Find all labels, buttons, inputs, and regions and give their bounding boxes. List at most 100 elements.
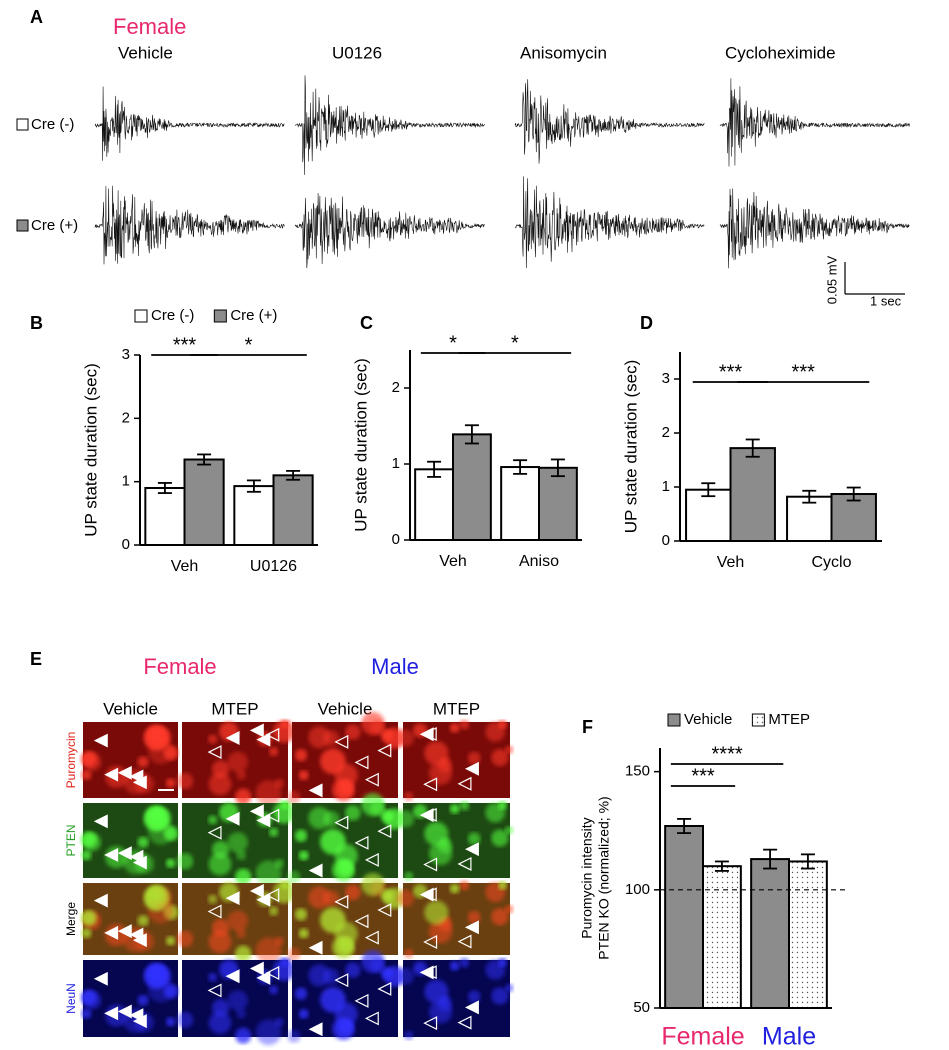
cell <box>424 821 449 846</box>
significance-label: **** <box>712 743 743 765</box>
y-tick-label: 100 <box>625 881 650 898</box>
cell <box>211 840 230 859</box>
cell <box>236 928 247 939</box>
x-tick-label: Aniso <box>519 553 559 570</box>
legend-label: MTEP <box>768 711 810 728</box>
error-bar <box>246 479 261 493</box>
arrowhead <box>464 1000 479 1015</box>
cell <box>491 908 509 926</box>
bar <box>144 487 186 546</box>
arrowhead <box>419 965 434 980</box>
row-label: Puromycin <box>64 732 78 789</box>
cell <box>298 928 309 939</box>
legend-label: Cre (+) <box>230 307 277 324</box>
trace <box>94 185 285 265</box>
cell <box>255 780 282 807</box>
row-label: NeuN <box>64 983 78 1014</box>
arrowhead <box>104 847 119 862</box>
bar <box>750 858 790 1009</box>
scale-bar-x-label: 1 sec <box>870 293 902 308</box>
group-label: Female <box>143 654 216 679</box>
cell <box>428 1000 453 1024</box>
cell <box>449 960 460 971</box>
y-tick-label: 3 <box>122 346 130 363</box>
y-tick-label: 2 <box>392 379 400 396</box>
y-axis-label: UP state duration (sec) <box>351 358 370 532</box>
cell <box>334 844 358 868</box>
arrowhead <box>423 935 438 949</box>
y-tick-label: 1 <box>662 478 670 495</box>
error-bar <box>802 489 817 504</box>
cell <box>397 889 415 907</box>
arrowhead <box>464 842 479 857</box>
condition-label: U0126 <box>332 43 382 62</box>
cell <box>449 803 460 814</box>
y-axis-label: UP state duration (sec) <box>621 360 640 534</box>
trace <box>94 86 285 161</box>
panel-label: F <box>582 717 593 737</box>
cell <box>236 1008 247 1019</box>
arrowhead <box>104 1006 119 1021</box>
cell <box>491 829 509 847</box>
error-bar <box>197 453 212 466</box>
row-label: Cre (+) <box>31 217 78 234</box>
arrowhead <box>207 904 222 919</box>
cell <box>334 763 358 787</box>
cell <box>268 746 279 757</box>
error-bar <box>714 860 729 872</box>
cell <box>227 990 248 1011</box>
arrowhead <box>457 856 472 871</box>
column-label: MTEP <box>433 699 480 718</box>
trace <box>719 188 910 269</box>
error-bar <box>800 853 815 870</box>
cell <box>148 727 164 742</box>
cell <box>148 807 164 823</box>
cell <box>449 722 460 733</box>
error-bar <box>157 482 172 494</box>
cell <box>397 810 415 828</box>
cell <box>81 1008 92 1019</box>
arrowhead <box>265 888 280 903</box>
cell <box>287 870 301 884</box>
row-label: Merge <box>64 902 78 936</box>
cell <box>255 937 282 964</box>
cell <box>337 860 354 877</box>
cell <box>334 921 358 946</box>
cell <box>449 883 460 894</box>
x-tick-label: Male <box>762 1023 816 1050</box>
cell <box>208 772 232 796</box>
cell <box>403 791 414 802</box>
significance-label: *** <box>719 361 743 383</box>
arrowhead <box>308 783 323 798</box>
cell <box>504 983 514 993</box>
legend-swatch <box>751 713 765 727</box>
cell <box>498 720 508 729</box>
cell <box>380 967 394 980</box>
cell <box>165 1017 176 1027</box>
condition-label: Anisomycin <box>520 43 607 62</box>
error-bar <box>763 848 778 870</box>
cell <box>298 770 309 781</box>
cell <box>380 889 394 902</box>
arrowhead <box>117 765 132 780</box>
arrowhead <box>377 743 392 758</box>
arrowhead <box>364 772 379 787</box>
cell <box>80 751 97 767</box>
arrowhead <box>364 930 379 945</box>
row-label: PTEN <box>64 824 78 856</box>
significance-label: *** <box>691 765 715 787</box>
cell <box>236 850 247 861</box>
panel-label: C <box>360 313 373 333</box>
trace <box>294 192 485 269</box>
cell <box>459 957 470 968</box>
y-tick-label: 0 <box>662 532 670 549</box>
cell <box>287 1029 301 1043</box>
arrowhead <box>265 966 280 980</box>
y-tick-label: 150 <box>625 763 650 780</box>
cell <box>459 800 470 811</box>
cell <box>337 937 354 954</box>
cell <box>361 711 385 736</box>
cell <box>459 880 470 891</box>
column-label: Vehicle <box>318 699 373 718</box>
x-tick-label: Cyclo <box>811 554 851 571</box>
